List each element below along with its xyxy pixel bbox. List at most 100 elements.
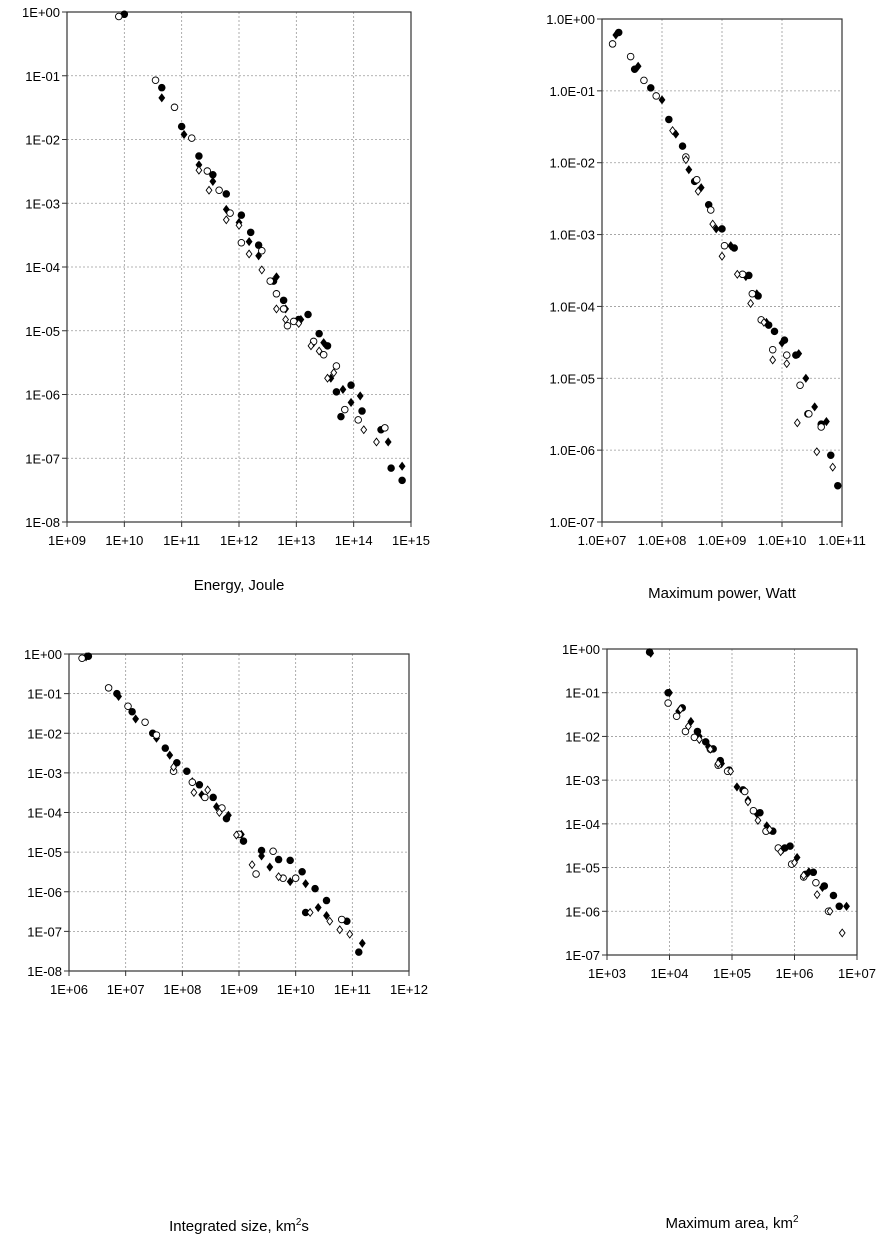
filled-diamond-point <box>811 402 819 412</box>
open-circle-point <box>805 410 813 418</box>
filled-diamond-point <box>314 902 322 913</box>
y-tick-label: 1E+00 <box>24 647 62 662</box>
filled-circle-point <box>355 948 363 956</box>
filled-circle-point <box>315 329 323 338</box>
open-circle-point <box>341 405 349 414</box>
open-circle-point <box>141 718 149 726</box>
open-diamond-point <box>258 265 266 275</box>
filled-diamond-point <box>823 416 830 427</box>
filled-circle-point <box>222 190 231 198</box>
open-circle-point <box>201 793 209 802</box>
y-tick-label: 1.0E-07 <box>549 515 595 530</box>
open-diamond-point <box>222 215 230 225</box>
open-diamond-point <box>336 925 344 935</box>
filled-circle-point <box>161 744 170 752</box>
filled-diamond-point <box>347 397 355 408</box>
y-tick-label: 1E-07 <box>25 451 60 466</box>
filled-diamond-point <box>358 938 366 948</box>
x-tick-label: 1E+11 <box>163 533 200 548</box>
x-tick-label: 1E+12 <box>390 982 428 997</box>
x-tick-label: 1E+07 <box>107 982 145 997</box>
filled-circle-point <box>304 310 312 319</box>
filled-diamond-point <box>658 95 666 105</box>
y-tick-label: 1.0E+00 <box>546 12 595 27</box>
filled-circle-point <box>237 211 246 219</box>
filled-circle-point <box>358 407 366 415</box>
open-diamond-point <box>682 155 690 165</box>
x-axis-label: Maximum area, km2 <box>665 1214 799 1232</box>
open-diamond-point <box>215 807 223 818</box>
open-diamond-point <box>306 907 314 918</box>
open-diamond-point <box>826 906 834 916</box>
x-tick-label: 1E+05 <box>713 966 751 981</box>
open-circle-point <box>115 12 123 21</box>
y-tick-label: 1E-04 <box>27 806 62 821</box>
open-diamond-point <box>669 126 676 136</box>
open-circle-point <box>124 702 132 711</box>
open-circle-point <box>783 351 791 359</box>
y-tick-label: 1E-07 <box>27 924 62 939</box>
open-circle-point <box>188 778 197 786</box>
filled-circle-point <box>209 793 217 802</box>
filled-diamond-point <box>255 251 263 261</box>
open-diamond-point <box>766 825 774 835</box>
open-circle-point <box>664 699 672 707</box>
open-diamond-point <box>360 425 368 435</box>
y-tick-label: 1E+00 <box>22 5 60 20</box>
open-circle-point <box>640 76 648 85</box>
open-diamond-point <box>709 219 717 229</box>
chart-energy: 1E+09 1E+10 1E+11 1E+12 1E+13 1E+14 1E+15 1E+00… <box>22 5 430 594</box>
filled-diamond-point <box>266 862 274 872</box>
open-diamond-point <box>204 785 212 795</box>
chart-integrated-size: 1E+06 1E+07 1E+08 1E+09 1E+10 1E+11 1E+12 1E+00… <box>24 647 428 1235</box>
x-tick-label: 1E+06 <box>50 982 88 997</box>
filled-diamond-point <box>805 867 813 877</box>
open-circle-point <box>707 206 715 214</box>
y-tick-label: 1E-07 <box>565 948 600 963</box>
open-diamond-point <box>195 165 203 175</box>
x-tick-label: 1E+10 <box>277 982 315 997</box>
open-diamond-point <box>793 418 801 428</box>
filled-diamond-point <box>733 782 741 792</box>
open-diamond-point <box>791 858 798 868</box>
y-tick-label: 1E-02 <box>565 729 600 744</box>
open-circle-point <box>215 186 223 194</box>
open-circle-point <box>381 424 389 432</box>
filled-diamond-point <box>647 648 655 658</box>
open-circle-point <box>741 787 749 796</box>
open-diamond-point <box>695 734 703 745</box>
y-tick-label: 1E-04 <box>565 817 600 832</box>
filled-circle-point <box>239 837 248 845</box>
open-diamond-point <box>245 249 253 259</box>
open-circle-point <box>237 239 246 247</box>
open-circle-point <box>258 246 266 255</box>
filled-circle-point <box>158 83 166 92</box>
filled-circle-point <box>246 228 255 237</box>
y-tick-label: 1E-01 <box>25 69 60 84</box>
x-tick-label: 1E+07 <box>838 966 876 981</box>
open-circle-point <box>354 416 362 424</box>
filled-diamond-point <box>245 237 253 247</box>
open-diamond-point <box>248 860 256 870</box>
filled-diamond-point <box>778 338 786 348</box>
y-tick-label: 1E-06 <box>565 904 600 919</box>
y-tick-label: 1E-02 <box>27 726 62 741</box>
open-circle-point <box>672 712 681 720</box>
filled-diamond-point <box>634 61 642 71</box>
filled-circle-point <box>835 902 844 911</box>
x-axis-label: Energy, Joule <box>194 577 285 594</box>
open-circle-point <box>279 305 288 313</box>
y-tick-label: 1.0E-05 <box>549 371 595 386</box>
y-tick-label: 1.0E-04 <box>549 299 595 314</box>
filled-diamond-point <box>286 877 294 887</box>
filled-diamond-point <box>612 30 620 40</box>
filled-circle-point <box>311 884 319 893</box>
open-diamond-point <box>714 758 722 769</box>
filled-diamond-point <box>793 852 801 863</box>
chart-maximum-power: 1.0E+07 1.0E+08 1.0E+09 1.0E+10 1.0E+11 1.0E+… <box>546 12 866 602</box>
filled-diamond-point <box>320 338 328 348</box>
open-circle-point <box>817 423 825 431</box>
y-tick-label: 1.0E-03 <box>549 228 595 243</box>
filled-diamond-point <box>795 349 803 359</box>
open-circle-point <box>796 381 804 389</box>
